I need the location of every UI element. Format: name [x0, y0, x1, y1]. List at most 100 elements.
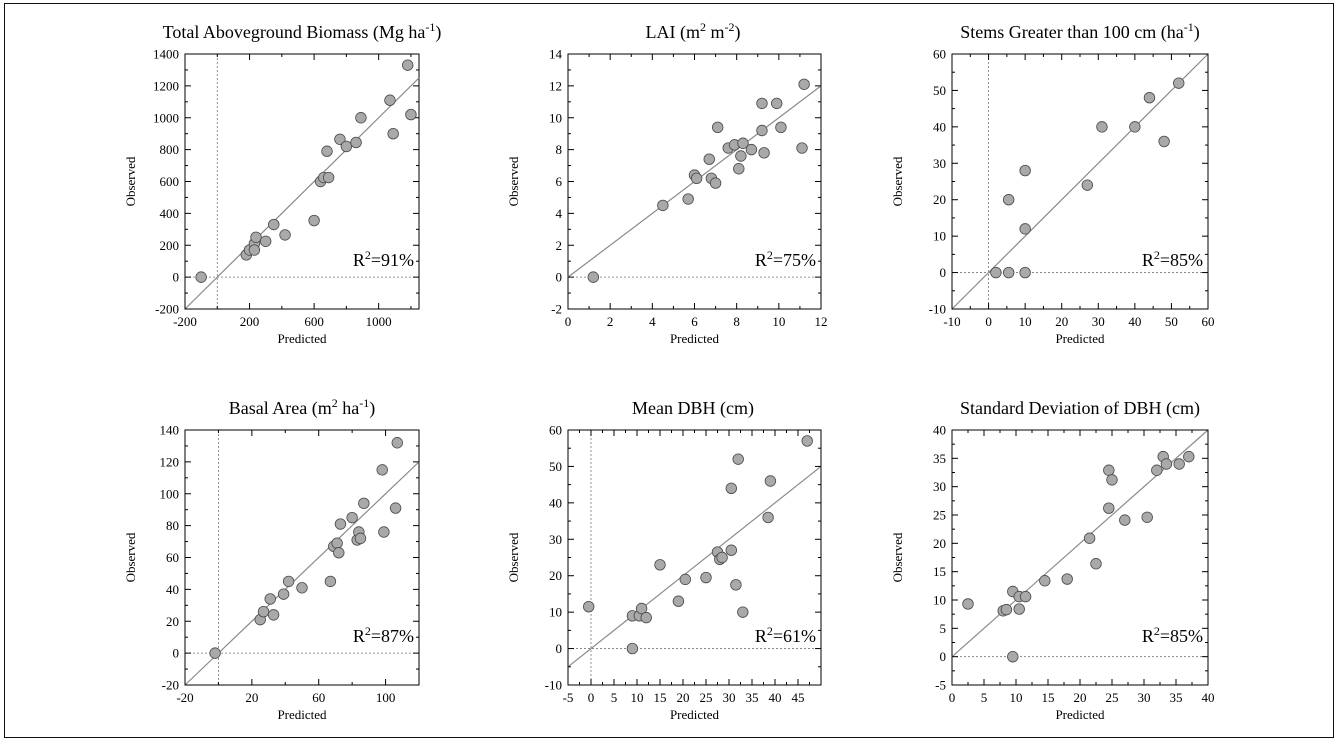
- scatter-panel-2: 0 2 4 6 8 10 12-202468101214PredictedObservedL…: [506, 20, 828, 346]
- data-point: [1173, 77, 1185, 89]
- y-tick-label: 140: [160, 423, 180, 438]
- y-tick-label: 30: [933, 479, 946, 494]
- data-point: [1103, 464, 1115, 476]
- data-point: [308, 214, 320, 227]
- data-point: [259, 235, 272, 247]
- y-axis-label: Observed: [506, 532, 521, 582]
- x-tick-label: 25: [700, 690, 713, 705]
- one-to-one-line: [951, 53, 1209, 310]
- y-tick-label: 30: [549, 532, 562, 547]
- r-squared-label: R2=85%: [1142, 624, 1203, 646]
- one-to-one-line: [184, 461, 420, 686]
- data-point: [801, 435, 813, 447]
- data-point: [1106, 474, 1118, 486]
- data-point: [324, 575, 337, 588]
- data-point: [1119, 514, 1131, 526]
- scatter-panel-3: -10 0 10 20 30 40 50 60 -10 0 10 20 30 40 50 60 Predicte…: [890, 20, 1215, 346]
- data-point: [389, 502, 402, 514]
- scatter-panel-4: -20 20 60 100 -20 0 20 40 60 80 100 120 140 Predicted…: [123, 396, 420, 722]
- data-point: [250, 231, 262, 243]
- data-point: [405, 108, 417, 121]
- data-point: [1083, 532, 1096, 544]
- y-tick-label: 1200: [153, 78, 179, 93]
- x-tick-label: 50: [1165, 314, 1178, 329]
- x-tick-label: 40: [1202, 690, 1215, 705]
- x-tick-label: 15: [654, 690, 667, 705]
- data-point: [1019, 164, 1031, 177]
- data-point: [700, 571, 712, 584]
- x-tick-label: 30: [723, 690, 736, 705]
- data-point: [350, 136, 362, 149]
- data-point: [775, 121, 787, 134]
- x-tick-label: 10: [1019, 314, 1032, 329]
- x-tick-label: 5: [611, 690, 618, 705]
- y-tick-label: 600: [160, 174, 180, 189]
- y-tick-label: -5: [935, 678, 946, 693]
- data-point: [703, 153, 715, 165]
- x-axis-label: Predicted: [277, 707, 327, 722]
- data-point: [1039, 575, 1051, 587]
- y-tick-label: 20: [549, 568, 562, 583]
- x-tick-label: -10: [943, 314, 960, 329]
- data-point: [322, 171, 335, 184]
- data-point: [745, 143, 758, 156]
- data-point: [209, 647, 221, 659]
- y-tick-label: 10: [933, 229, 946, 244]
- data-point: [334, 133, 346, 145]
- y-axis-label: Observed: [506, 156, 521, 206]
- data-point: [1081, 179, 1094, 191]
- y-tick-label: 10: [549, 605, 562, 620]
- x-tick-label: 35: [746, 690, 759, 705]
- x-tick-label: 0: [985, 314, 992, 329]
- data-point: [764, 475, 777, 487]
- y-tick-label: 400: [160, 206, 180, 221]
- x-tick-label: 10: [1010, 690, 1023, 705]
- data-point: [1183, 450, 1195, 463]
- data-point: [1160, 458, 1173, 470]
- scatter-panel-5: -5 0 5 10 15 20 25 30 35 40 45 -10 0 10 20 30 40 50 60 Pred…: [506, 398, 822, 722]
- data-point: [709, 177, 722, 189]
- x-axis-label: Predicted: [1055, 707, 1105, 722]
- y-tick-label: 0: [173, 270, 180, 285]
- data-point: [1013, 603, 1025, 615]
- y-tick-label: -2: [551, 302, 562, 317]
- x-tick-label: 15: [1042, 690, 1055, 705]
- data-point: [1143, 92, 1156, 104]
- y-tick-label: 40: [933, 423, 946, 438]
- y-tick-label: 20: [166, 614, 179, 629]
- x-axis-label: Predicted: [1055, 331, 1105, 346]
- x-tick-label: 12: [815, 314, 828, 329]
- data-point: [358, 497, 370, 510]
- data-point: [321, 145, 333, 157]
- y-tick-label: 10: [933, 593, 946, 608]
- y-tick-label: 50: [549, 459, 562, 474]
- y-tick-label: 800: [160, 142, 180, 157]
- data-point: [277, 588, 290, 600]
- x-tick-label: 6: [691, 314, 698, 329]
- data-point: [756, 97, 768, 110]
- y-tick-label: -20: [162, 678, 179, 693]
- x-tick-label: 0: [588, 690, 595, 705]
- data-point: [725, 482, 738, 494]
- x-tick-label: 0: [949, 690, 956, 705]
- data-point: [1158, 135, 1170, 148]
- x-tick-label: 0: [565, 314, 572, 329]
- data-point: [264, 593, 276, 605]
- data-point: [732, 453, 744, 465]
- data-point: [737, 606, 749, 618]
- data-point: [626, 642, 639, 655]
- x-tick-label: 30: [1092, 314, 1105, 329]
- y-tick-label: -10: [929, 302, 946, 317]
- data-point: [711, 121, 724, 134]
- data-point: [279, 229, 291, 241]
- y-tick-label: 120: [160, 454, 180, 469]
- data-point: [1096, 121, 1108, 133]
- figure-frame: [4, 3, 1334, 738]
- x-tick-label: 40: [1128, 314, 1141, 329]
- y-tick-label: 12: [549, 78, 562, 93]
- data-point: [1090, 558, 1102, 570]
- y-tick-label: 60: [166, 550, 179, 565]
- x-tick-label: 10: [772, 314, 785, 329]
- data-point: [1019, 266, 1031, 279]
